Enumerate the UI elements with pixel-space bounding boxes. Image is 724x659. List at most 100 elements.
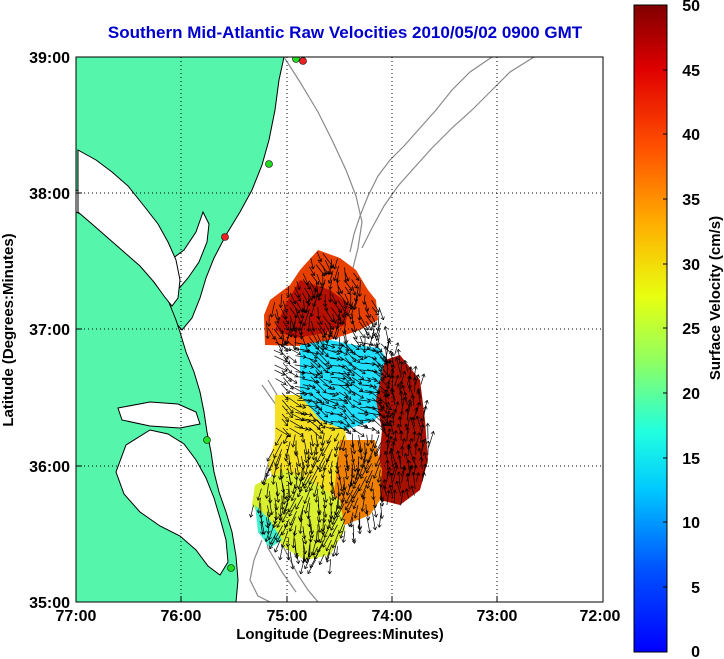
velocity-arrow-head <box>330 330 334 335</box>
velocity-arrow-head <box>312 534 315 539</box>
velocity-arrow-head <box>352 480 355 485</box>
velocity-arrow <box>266 517 269 528</box>
velocity-arrow-head <box>422 439 425 444</box>
velocity-arrow-head <box>324 355 329 357</box>
velocity-arrow-head <box>298 328 302 332</box>
colorbar: 50 45 40 35 30 25 20 15 10 5 0 Surface V… <box>633 0 724 659</box>
velocity-arrow <box>289 551 294 570</box>
velocity-arrow-head <box>331 371 334 375</box>
velocity-arrow <box>371 357 384 368</box>
velocity-arrow-head <box>403 392 406 396</box>
velocity-arrow-head <box>368 392 373 395</box>
velocity-arrow-head <box>353 337 357 340</box>
velocity-arrow <box>357 412 369 415</box>
velocity-arrow <box>410 417 416 434</box>
velocity-arrow <box>338 397 349 404</box>
velocity-arrow-head <box>314 499 317 503</box>
velocity-arrow-head <box>312 303 314 307</box>
velocity-arrow <box>373 461 381 479</box>
velocity-arrow-head <box>372 475 375 479</box>
velocity-arrow <box>323 391 336 397</box>
velocity-arrow <box>417 388 422 399</box>
velocity-arrow <box>332 531 340 549</box>
velocity-arrow <box>412 394 415 406</box>
velocity-arrow <box>420 457 423 470</box>
velocity-arrow-head <box>304 309 307 314</box>
velocity-arrow <box>353 468 360 485</box>
velocity-arrow-head <box>352 474 356 478</box>
velocity-arrow-head <box>377 414 381 417</box>
velocity-arrow <box>282 399 294 414</box>
velocity-arrow <box>404 453 409 463</box>
velocity-arrow-head <box>383 393 386 398</box>
velocity-arrow <box>351 454 356 472</box>
velocity-arrow-head <box>336 300 338 305</box>
velocity-arrow-head <box>315 283 320 285</box>
velocity-arrow-head <box>413 464 417 468</box>
velocity-arrow-head <box>425 463 428 468</box>
velocity-arrow-head <box>402 489 405 494</box>
velocity-arrow-head <box>416 415 420 419</box>
velocity-arrow-head <box>359 380 362 384</box>
velocity-arrow-head <box>347 372 351 375</box>
velocity-arrow <box>316 383 327 394</box>
velocity-arrow-head <box>292 346 296 351</box>
velocity-arrow <box>340 525 345 539</box>
velocity-arrow <box>274 313 279 324</box>
velocity-arrow-head <box>320 406 323 411</box>
velocity-arrow-head <box>298 518 301 522</box>
velocity-arrow <box>373 349 387 362</box>
velocity-arrow-head <box>285 322 290 325</box>
velocity-arrow <box>288 397 302 408</box>
velocity-arrow <box>332 540 338 557</box>
velocity-arrow-head <box>344 415 348 419</box>
velocity-arrow-head <box>351 368 356 371</box>
velocity-arrow-head <box>285 367 288 372</box>
velocity-arrow <box>332 404 346 408</box>
y-tick-label: 39:00 <box>29 50 70 67</box>
velocity-arrow-head <box>312 420 317 423</box>
velocity-arrow <box>326 448 333 462</box>
velocity-arrow-head <box>357 449 361 453</box>
velocity-arrow <box>316 251 322 262</box>
velocity-arrow <box>344 329 347 344</box>
velocity-arrow <box>268 523 275 540</box>
velocity-arrow-head <box>387 424 391 427</box>
velocity-arrow <box>398 471 401 489</box>
velocity-arrow <box>322 518 324 532</box>
velocity-arrow <box>373 343 383 353</box>
velocity-arrow-head <box>364 355 368 358</box>
velocity-arrow-head <box>341 447 344 452</box>
velocity-arrow <box>412 417 415 427</box>
velocity-arrow-head <box>283 508 285 512</box>
velocity-arrow-head <box>411 438 414 442</box>
velocity-arrow-head <box>328 360 330 365</box>
velocity-arrow-head <box>292 301 296 305</box>
velocity-arrow-head <box>353 486 357 489</box>
velocity-arrow-head <box>303 394 308 397</box>
velocity-arrow <box>367 334 374 350</box>
velocity-arrow-head <box>374 462 376 467</box>
velocity-arrow-head <box>341 406 346 409</box>
velocity-arrow-head <box>386 393 389 397</box>
velocity-arrow <box>343 370 355 384</box>
velocity-arrow-head <box>293 334 295 338</box>
velocity-arrow-head <box>422 424 425 428</box>
velocity-arrow-head <box>336 515 341 518</box>
velocity-arrow-head <box>353 298 356 302</box>
velocity-arrow <box>378 364 391 378</box>
velocity-arrow-head <box>314 358 318 362</box>
velocity-arrow-head <box>411 472 414 476</box>
velocity-arrow <box>339 342 354 353</box>
velocity-arrow-head <box>389 338 392 342</box>
velocity-arrow <box>354 505 359 519</box>
velocity-arrow-head <box>362 433 365 437</box>
velocity-arrow <box>351 377 362 384</box>
velocity-arrow-head <box>383 345 386 350</box>
velocity-arrow <box>330 307 342 321</box>
velocity-arrow <box>390 448 396 462</box>
velocity-arrow-head <box>271 314 275 318</box>
velocity-arrow <box>328 265 332 275</box>
velocity-arrow <box>352 391 364 399</box>
velocity-arrow-head <box>298 560 301 564</box>
